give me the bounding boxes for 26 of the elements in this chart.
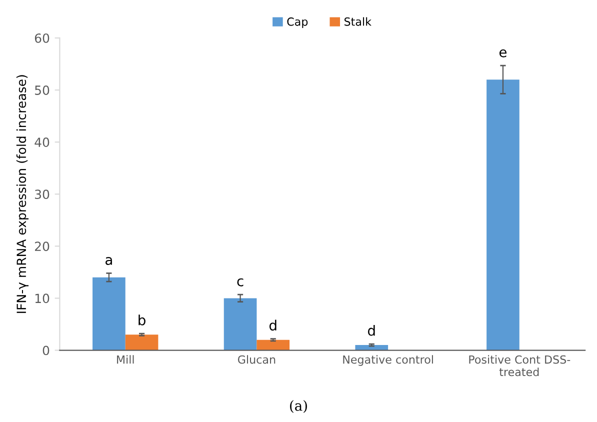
x-tick-label: Glucan [238, 355, 276, 364]
y-tick-label: 20 [34, 242, 50, 252]
y-axis-title: IFN-γ mRNA expression (fold increase) [16, 75, 29, 313]
bar [224, 298, 257, 350]
x-tick-label: Mill [117, 355, 134, 364]
annotation: e [499, 49, 507, 58]
annotation: d [368, 325, 375, 336]
annotation: d [269, 320, 276, 331]
bar [125, 334, 158, 350]
annotation: b [138, 314, 146, 326]
x-tick-label: Positive Cont DSS-treated [469, 355, 570, 376]
y-tick-label: 50 [35, 86, 50, 95]
legend-label: Stalk [344, 17, 372, 26]
annotation: a [106, 257, 112, 265]
bar [92, 277, 126, 350]
y-tick-label: 30 [35, 190, 50, 200]
bar [486, 80, 520, 350]
bar [256, 340, 290, 350]
x-tick-label: Negative control [343, 355, 433, 366]
y-tick-label: 0 [42, 346, 50, 356]
annotation: c [237, 278, 244, 286]
y-tick-label: 40 [34, 138, 50, 147]
y-tick-label: 10 [35, 294, 50, 304]
legend-label: Cap [287, 17, 308, 28]
text: (a) [290, 400, 307, 413]
y-tick-label: 60 [34, 33, 50, 43]
